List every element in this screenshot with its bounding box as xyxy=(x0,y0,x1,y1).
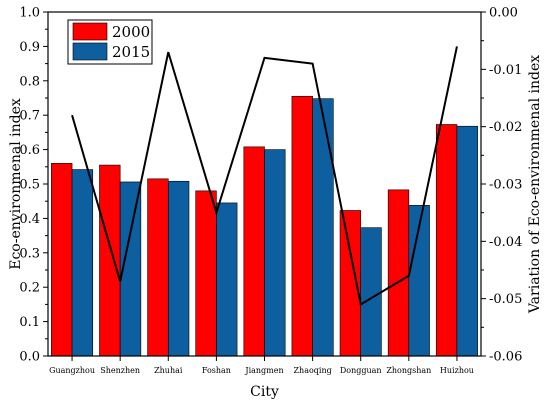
legend-label-2015: 2015 xyxy=(112,43,150,61)
y-tick-label: 0.1 xyxy=(19,315,40,330)
legend: 2000 2015 xyxy=(67,19,153,65)
x-axis-title: City xyxy=(250,384,279,400)
y2-tick-label: -0.01 xyxy=(489,63,522,78)
x-tick-label-jiangmen: Jiangmen xyxy=(244,366,283,375)
x-tick-label-zhaoqing: Zhaoqing xyxy=(293,366,331,375)
bar-2000-foshan xyxy=(195,190,217,357)
y2-tick-label: -0.06 xyxy=(489,350,522,365)
y-tick-label: 0.4 xyxy=(19,212,40,227)
bar-2000-dongguan xyxy=(339,210,362,357)
bar-2015-zhaoqing xyxy=(312,98,334,357)
y2-tick-label: 0.00 xyxy=(489,6,518,21)
y-axis-title: Eco-environmenal index xyxy=(8,98,24,270)
y2-tick-label: -0.03 xyxy=(489,178,522,193)
y-tick-label: 0.5 xyxy=(19,178,40,193)
legend-label-2000: 2000 xyxy=(112,23,150,41)
x-tick-label-zhuhai: Zhuhai xyxy=(154,366,183,375)
y-tick-label: 1.0 xyxy=(19,6,40,21)
bar-2015-guangzhou xyxy=(71,169,94,357)
bar-2000-huizhou xyxy=(435,124,458,357)
bar-2000-shenzhen xyxy=(99,164,121,357)
x-tick-label-huizhou: Huizhou xyxy=(440,366,474,375)
y2-tick-label: -0.02 xyxy=(489,120,522,135)
y2-tick-label: -0.04 xyxy=(489,235,522,250)
bar-2000-jiangmen xyxy=(243,146,265,357)
bar-layer xyxy=(51,95,478,357)
bar-2015-foshan xyxy=(216,202,238,357)
bar-2000-guangzhou xyxy=(51,163,73,357)
bar-2015-dongguan xyxy=(360,227,382,357)
variation-line-0 xyxy=(71,46,458,306)
x-tick-label-guangzhou: Guangzhou xyxy=(49,366,95,375)
line-layer xyxy=(71,46,458,306)
bar-2000-zhuhai xyxy=(147,178,169,357)
bar-2015-jiangmen xyxy=(264,149,286,357)
y-tick-label: 0.3 xyxy=(19,246,40,261)
y2-tick-label: -0.05 xyxy=(489,292,522,307)
y-tick-label: 0.8 xyxy=(19,74,40,89)
x-tick-label-shenzhen: Shenzhen xyxy=(100,366,140,375)
legend-swatch-2000 xyxy=(72,22,108,41)
bar-2000-zhaoqing xyxy=(291,95,313,357)
bar-2000-zhongshan xyxy=(387,189,410,357)
ticks-layer: 0.0 0.1 0.2 0.3 0.4 0.5 0.6 0.7 0.8 0.9 1.0 -0.06 -0… xyxy=(19,6,522,376)
y-tick-label: 0.6 xyxy=(19,143,40,158)
y-tick-label: 0.9 xyxy=(19,40,40,55)
bar-2015-huizhou xyxy=(456,125,478,357)
y-tick-label: 0.2 xyxy=(19,281,40,296)
x-tick-label-dongguan: Dongguan xyxy=(340,366,382,375)
x-tick-label-zhongshan: Zhongshan xyxy=(386,366,431,375)
y-tick-label: 0.0 xyxy=(19,350,40,365)
x-tick-label-foshan: Foshan xyxy=(202,366,231,375)
y2-axis-title: Variation of Eco-environmenal index xyxy=(527,55,543,314)
legend-swatch-2015 xyxy=(72,42,108,61)
y-tick-label: 0.7 xyxy=(19,109,40,124)
bar-2015-zhuhai xyxy=(167,180,190,357)
